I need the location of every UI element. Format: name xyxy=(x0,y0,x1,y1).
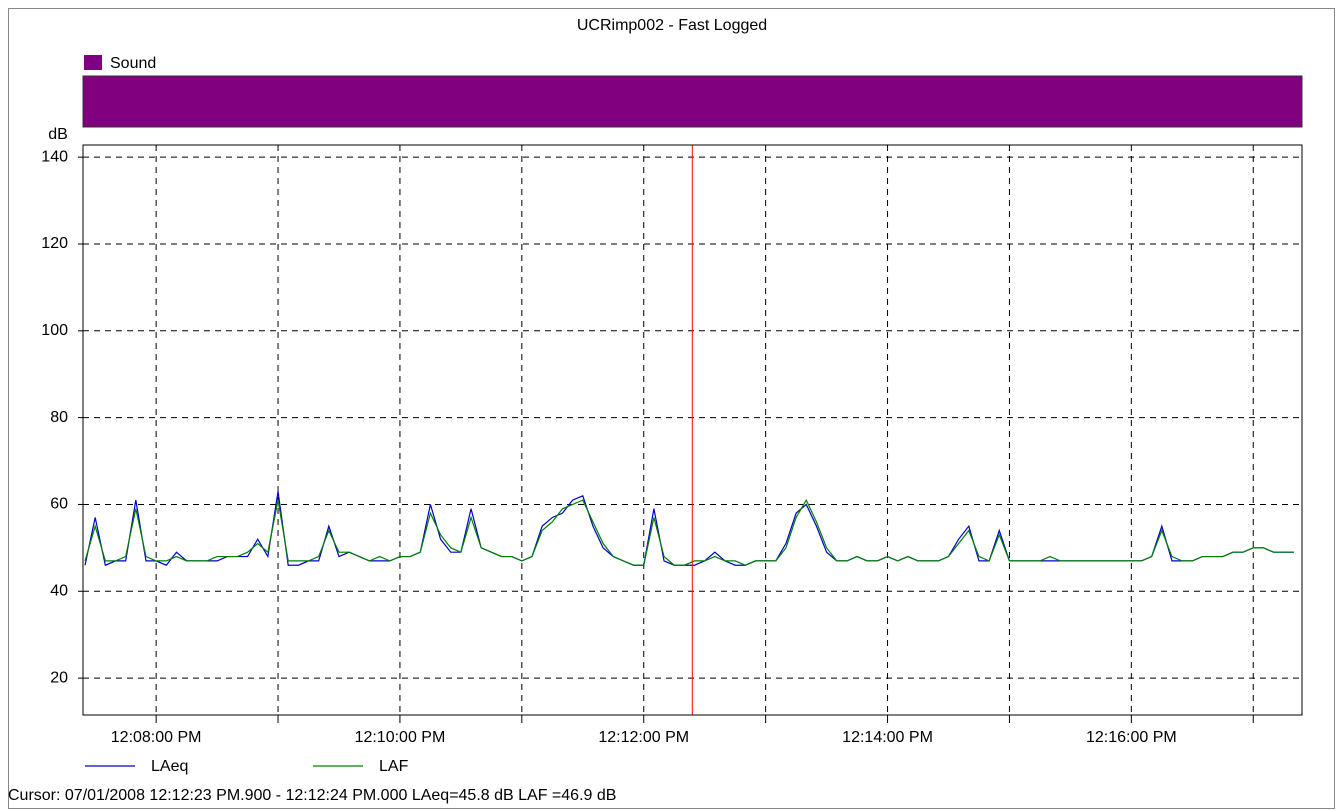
x-tick-label: 12:16:00 PM xyxy=(1086,729,1177,746)
series-line xyxy=(84,491,1294,567)
x-tick-label: 12:12:00 PM xyxy=(598,729,689,746)
event-swatch xyxy=(84,55,102,70)
y-tick-label: 120 xyxy=(41,235,68,252)
x-tick-label: 12:08:00 PM xyxy=(111,729,202,746)
chart-title: UCRimp002 - Fast Logged xyxy=(577,17,767,34)
y-tick-label: 60 xyxy=(50,496,68,513)
y-tick-label: 40 xyxy=(50,582,68,599)
x-tick-label: 12:14:00 PM xyxy=(842,729,933,746)
event-band xyxy=(82,75,1303,128)
legend-label: LAF xyxy=(379,758,409,775)
y-tick-label: 100 xyxy=(41,322,68,339)
plot-border xyxy=(82,144,1303,716)
frame xyxy=(8,8,1335,809)
y-tick-label: 80 xyxy=(50,409,68,426)
cursor-readout: Cursor: 07/01/2008 12:12:23 PM.900 - 12:… xyxy=(8,787,616,804)
legend-label: LAeq xyxy=(151,758,188,775)
y-tick-label: 20 xyxy=(50,669,68,686)
y-axis-label: dB xyxy=(48,126,68,143)
series-line xyxy=(84,498,1294,566)
y-tick-label: 140 xyxy=(41,148,68,165)
x-tick-label: 12:10:00 PM xyxy=(355,729,446,746)
event-legend-label: Sound xyxy=(110,55,156,72)
